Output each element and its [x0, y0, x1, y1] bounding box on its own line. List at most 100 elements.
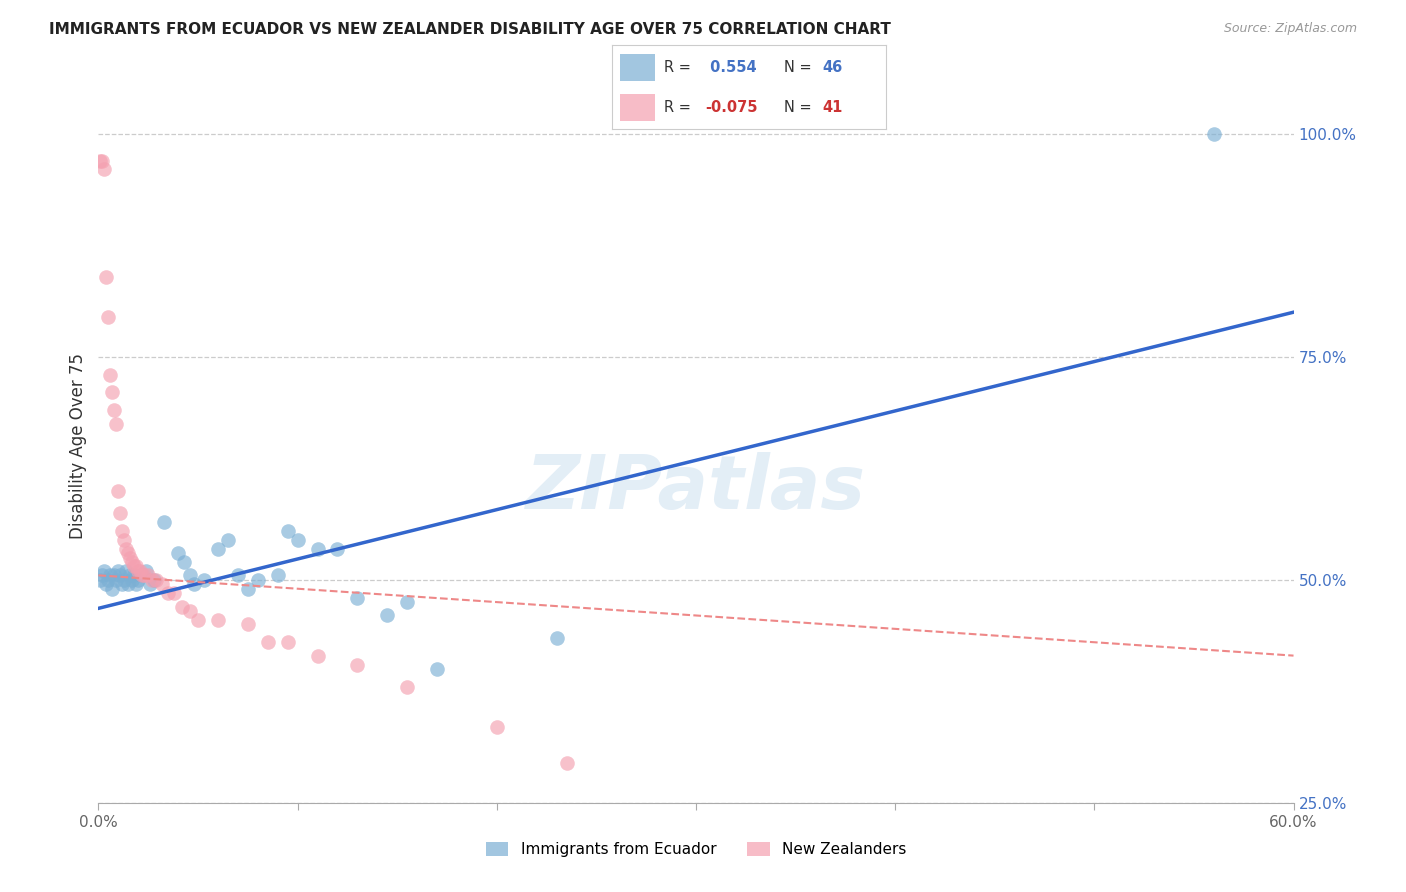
- Point: [143, 573, 166, 587]
- Point: [267, 568, 290, 582]
- Bar: [620, 94, 655, 120]
- Point: [246, 573, 269, 587]
- Point: [120, 568, 142, 582]
- Point: [120, 550, 142, 565]
- Point: [125, 577, 148, 591]
- Point: [226, 568, 249, 582]
- Point: [97, 573, 120, 587]
- Point: [396, 595, 419, 609]
- Point: [555, 756, 578, 770]
- Point: [110, 506, 132, 520]
- Point: [307, 648, 329, 663]
- Text: ZIPatlas: ZIPatlas: [526, 452, 866, 525]
- Point: [256, 635, 278, 649]
- Point: [124, 559, 146, 574]
- Point: [277, 635, 299, 649]
- Point: [167, 546, 190, 560]
- Point: [183, 577, 205, 591]
- Text: 46: 46: [823, 60, 844, 75]
- Point: [163, 586, 186, 600]
- Point: [236, 582, 259, 596]
- Point: [173, 555, 195, 569]
- Point: [326, 541, 349, 556]
- Point: [145, 573, 167, 587]
- Point: [129, 564, 152, 578]
- Point: [150, 577, 173, 591]
- Point: [115, 541, 138, 556]
- Point: [97, 310, 120, 324]
- Point: [107, 483, 129, 498]
- Point: [346, 657, 368, 672]
- Point: [98, 568, 122, 582]
- Text: N =: N =: [785, 100, 811, 115]
- Point: [111, 524, 134, 538]
- Point: [1202, 127, 1225, 141]
- Point: [179, 568, 201, 582]
- Point: [101, 582, 124, 596]
- Point: [307, 541, 329, 556]
- Point: [139, 577, 162, 591]
- Point: [112, 573, 135, 587]
- Point: [121, 555, 143, 569]
- Text: R =: R =: [664, 60, 690, 75]
- Point: [111, 577, 134, 591]
- Point: [101, 385, 124, 400]
- Point: [131, 568, 153, 582]
- Point: [127, 564, 149, 578]
- Point: [125, 559, 148, 574]
- Point: [89, 573, 111, 587]
- Point: [93, 564, 115, 578]
- Point: [375, 608, 398, 623]
- Point: [546, 631, 568, 645]
- Point: [110, 568, 132, 582]
- Point: [127, 573, 149, 587]
- Point: [117, 577, 139, 591]
- Point: [346, 591, 368, 605]
- Point: [396, 680, 419, 694]
- Y-axis label: Disability Age Over 75: Disability Age Over 75: [69, 353, 87, 539]
- Text: IMMIGRANTS FROM ECUADOR VS NEW ZEALANDER DISABILITY AGE OVER 75 CORRELATION CHAR: IMMIGRANTS FROM ECUADOR VS NEW ZEALANDER…: [49, 22, 891, 37]
- Text: R =: R =: [664, 100, 690, 115]
- Point: [141, 573, 163, 587]
- Point: [172, 599, 194, 614]
- Text: 0.554: 0.554: [704, 60, 756, 75]
- Point: [96, 269, 118, 284]
- Point: [89, 153, 111, 168]
- Text: -0.075: -0.075: [704, 100, 758, 115]
- Point: [153, 515, 176, 529]
- Point: [187, 613, 209, 627]
- Point: [93, 162, 115, 177]
- Point: [134, 568, 156, 582]
- Point: [121, 573, 143, 587]
- Point: [157, 586, 180, 600]
- Legend: Immigrants from Ecuador, New Zealanders: Immigrants from Ecuador, New Zealanders: [479, 836, 912, 863]
- Text: 41: 41: [823, 100, 844, 115]
- Point: [136, 568, 159, 582]
- Point: [124, 568, 146, 582]
- Point: [207, 541, 229, 556]
- Point: [193, 573, 215, 587]
- Point: [117, 546, 139, 560]
- Point: [96, 577, 118, 591]
- Point: [98, 368, 122, 382]
- Point: [207, 613, 229, 627]
- Point: [91, 568, 114, 582]
- Text: N =: N =: [785, 60, 811, 75]
- Text: Source: ZipAtlas.com: Source: ZipAtlas.com: [1223, 22, 1357, 36]
- Point: [135, 564, 157, 578]
- Point: [426, 662, 449, 676]
- Point: [115, 564, 138, 578]
- Bar: [620, 54, 655, 81]
- Point: [103, 568, 125, 582]
- Point: [236, 617, 259, 632]
- Point: [112, 533, 135, 547]
- Point: [179, 604, 201, 618]
- Point: [287, 533, 309, 547]
- Point: [103, 403, 125, 417]
- Point: [485, 720, 508, 734]
- Point: [107, 564, 129, 578]
- Point: [105, 417, 128, 431]
- Point: [131, 568, 153, 582]
- Point: [105, 573, 128, 587]
- Point: [91, 153, 114, 168]
